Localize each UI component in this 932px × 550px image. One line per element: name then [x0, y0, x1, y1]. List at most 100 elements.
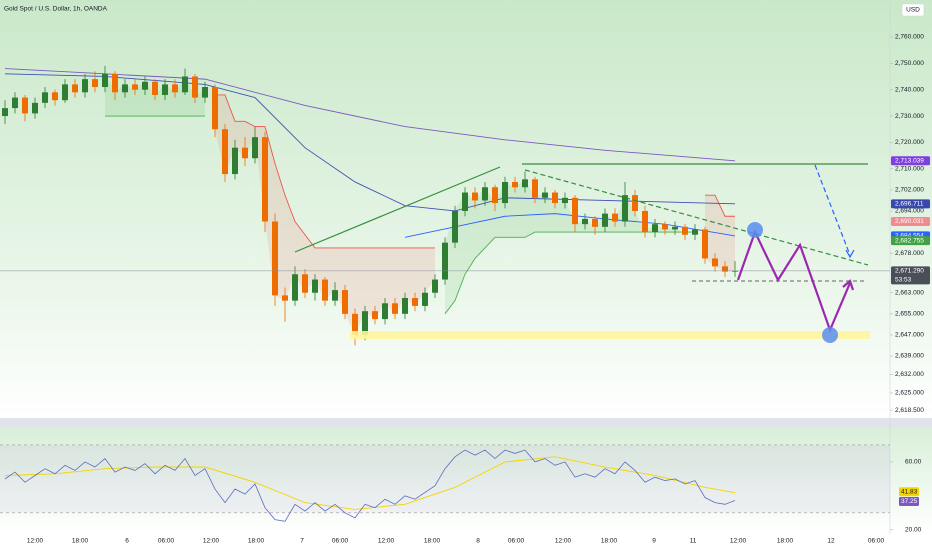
candle-body	[142, 81, 148, 90]
y-tick-label: 2,663.000	[895, 289, 924, 296]
x-tick-label: 18:00	[601, 538, 618, 545]
candle-body	[242, 147, 248, 159]
y-tick-label: 2,702.000	[895, 187, 924, 194]
candle-body	[292, 274, 298, 301]
rsi-tick-label: 60.00	[905, 459, 922, 466]
candle-body	[562, 197, 568, 204]
candle-body	[152, 81, 158, 95]
candle-body	[82, 79, 88, 93]
candle-body	[522, 179, 528, 188]
candle-body	[412, 298, 418, 306]
candle-body	[462, 192, 468, 211]
candle-body	[662, 224, 668, 230]
y-tick-label: 2,730.000	[895, 113, 924, 120]
stop-fill	[445, 179, 695, 314]
candle-body	[402, 298, 408, 314]
candle-body	[202, 87, 208, 98]
rsi-tick-label: 20.00	[905, 526, 922, 533]
y-tick-label: 2,760.000	[895, 34, 924, 41]
x-tick-label: 12:00	[730, 538, 747, 545]
marker-circle	[747, 222, 763, 238]
x-tick-label: 12:00	[378, 538, 395, 545]
x-tick-label: 12:00	[203, 538, 220, 545]
price-tag	[891, 156, 930, 166]
candle-body	[112, 73, 118, 93]
candle-body	[332, 290, 338, 301]
x-tick-label: 06:00	[158, 538, 175, 545]
price-tag-label: 2,696.711	[895, 201, 924, 208]
candle-body	[652, 224, 658, 233]
candle-body	[132, 84, 138, 90]
projection-arrow	[842, 279, 855, 291]
price-tag	[891, 266, 930, 285]
currency: USD	[906, 7, 920, 14]
x-tick-label: 18:00	[424, 538, 441, 545]
price-tag-label: 2,690.031	[895, 218, 924, 225]
dashed-trend-line	[524, 169, 869, 266]
x-tick-label: 18:00	[248, 538, 265, 545]
price-tag-label: 2,684.554	[895, 233, 924, 240]
candle-body	[72, 84, 78, 93]
candle-body	[102, 73, 108, 88]
x-tick-label: 06:00	[868, 538, 885, 545]
candle-body	[52, 92, 58, 101]
support-zone	[350, 331, 870, 339]
drawings	[294, 163, 870, 343]
candle-body	[492, 187, 498, 204]
candle-body	[302, 274, 308, 293]
candle-body	[212, 87, 218, 130]
candle-body	[2, 108, 8, 117]
moving-average	[4, 73, 736, 212]
alt-projection	[814, 164, 851, 256]
x-tick-label: 7	[300, 538, 304, 545]
candle-body	[392, 303, 398, 314]
candle-body	[342, 290, 348, 314]
rsi-tag	[899, 497, 919, 507]
rsi-pane	[0, 428, 932, 534]
stop-line	[444, 231, 695, 315]
candle-body	[582, 218, 588, 225]
price-tag	[891, 216, 930, 226]
rsi-line	[4, 449, 736, 522]
candle-body	[32, 102, 38, 114]
candle-body	[482, 187, 488, 201]
rsi-ma	[4, 456, 736, 510]
price-tag-label: 2,682.755	[895, 237, 924, 244]
candle-body	[712, 258, 718, 267]
alt-arrow	[845, 249, 855, 259]
candle-body	[122, 84, 128, 93]
price-tag	[891, 199, 930, 209]
candle-body	[222, 129, 228, 175]
price-tag	[891, 236, 930, 246]
candle-body	[512, 181, 518, 188]
candle-body	[362, 311, 368, 335]
y-tick-label: 2,678.000	[895, 250, 924, 257]
projection-path	[736, 229, 852, 334]
marker-circle	[822, 327, 838, 343]
rsi-tag-label: 41.83	[901, 488, 918, 495]
candle-body	[192, 76, 198, 98]
y-tick-label: 2,694.000	[895, 208, 924, 215]
currency-box[interactable]	[901, 3, 925, 17]
candle-body	[92, 79, 98, 88]
stop-fill	[215, 94, 435, 335]
candle-body	[232, 147, 238, 175]
candle-body	[182, 76, 188, 93]
pane-separator	[0, 418, 932, 428]
stop-line	[705, 194, 735, 217]
candle-body	[252, 137, 258, 159]
x-tick-label: 8	[476, 538, 480, 545]
x-tick-label: 18:00	[72, 538, 89, 545]
candle-body	[382, 303, 388, 320]
candle-body	[602, 213, 608, 227]
candle-body	[592, 218, 598, 227]
candle-body	[172, 84, 178, 93]
y-tick-label: 2,710.000	[895, 166, 924, 173]
x-tick-label: 11	[690, 538, 697, 545]
candle-body	[472, 192, 478, 201]
candle-body	[322, 279, 328, 301]
candle-body	[22, 97, 28, 114]
candle-body	[612, 213, 618, 222]
candle-body	[502, 181, 508, 204]
candle-body	[672, 226, 678, 230]
